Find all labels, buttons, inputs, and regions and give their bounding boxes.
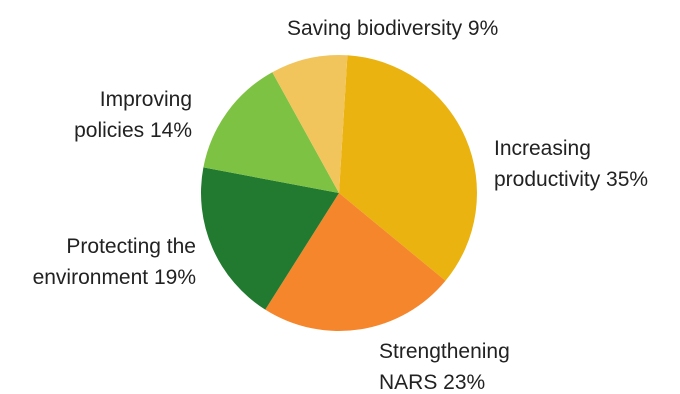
- slice-label-line: Increasing: [494, 137, 591, 160]
- slice-label-line: Protecting the: [66, 235, 196, 258]
- pie-slice-2: [265, 193, 446, 332]
- slice-label-line: Strengthening: [379, 340, 510, 363]
- slice-label-3: Protecting the environment 19%: [33, 235, 196, 289]
- slice-label-line: NARS 23%: [379, 371, 485, 394]
- slice-labels: Increasing productivity 35% Strengthening N…: [33, 17, 649, 394]
- slice-label-line: Saving biodiversity 9%: [287, 17, 498, 40]
- slice-label-2: Strengthening NARS 23%: [379, 340, 510, 394]
- slice-label-line: Improving: [100, 88, 192, 111]
- pie-slice-1: [339, 55, 477, 281]
- slice-label-line: environment 19%: [33, 266, 196, 289]
- pie-slice-5: [272, 55, 348, 193]
- slice-label-4: Improving policies 14%: [74, 88, 192, 142]
- slice-label-5: Saving biodiversity 9%: [287, 17, 498, 40]
- slice-label-1: Increasing productivity 35%: [494, 137, 648, 191]
- slice-label-line: productivity 35%: [494, 168, 648, 191]
- pie-slice-4: [203, 72, 339, 193]
- slice-label-line: policies 14%: [74, 119, 192, 142]
- pie-slices: [201, 55, 477, 332]
- pie-slice-3: [201, 167, 339, 310]
